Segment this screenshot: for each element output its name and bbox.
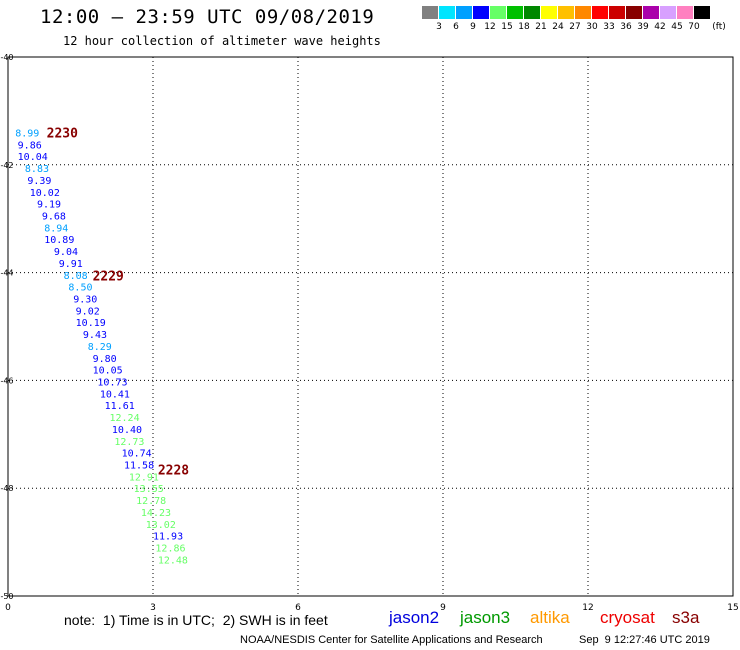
x-tick-label: 0 [5,603,11,613]
wave-height-label: 13.02 [146,520,176,531]
timestamp: Sep 9 12:27:46 UTC 2019 [579,634,710,646]
wave-height-label: 13.55 [134,484,164,495]
wave-height-label: 8.83 [25,164,49,175]
wave-height-label: 11.61 [105,401,135,412]
x-tick-label: 9 [440,603,446,613]
time-label: 2228 [158,463,189,478]
time-label: 2229 [93,269,124,284]
y-tick-label: -48 [0,484,13,493]
wave-height-label: 11.93 [153,532,183,543]
y-tick-label: -44 [0,269,13,278]
wave-height-label: 12.91 [129,472,159,483]
x-tick-label: 3 [150,603,156,613]
colorbar-swatch [439,6,456,19]
wave-height-label: 9.02 [76,306,100,317]
colorbar-label: 21 [535,22,547,32]
mission-altika: altika [530,608,570,627]
wave-height-label: 10.04 [18,152,48,163]
colorbar-swatch [524,6,541,19]
wave-height-label: 10.40 [112,425,142,436]
y-tick-label: -40 [0,53,13,62]
colorbar-swatch [660,6,677,19]
plot-frame [7,56,734,597]
wave-height-label: 10.73 [97,377,127,388]
colorbar-swatch [507,6,524,19]
wave-height-label: 10.74 [122,449,152,460]
colorbar-swatch [456,6,473,19]
mission-jason2: jason2 [389,608,440,627]
credit-line: NOAA/NESDIS Center for Satellite Applica… [240,634,543,646]
colorbar-label: 18 [518,22,530,32]
mission-jason3: jason3 [460,608,511,627]
colorbar-label: 24 [552,22,564,32]
y-tick-label: -42 [0,161,13,170]
colorbar-label: 39 [637,22,649,32]
colorbar-label: 42 [654,22,666,32]
colorbar-swatch [422,6,439,19]
wave-height-label: 12.73 [114,437,144,448]
colorbar-swatch [575,6,592,19]
wave-height-label: 9.04 [54,247,78,258]
wave-height-label: 10.89 [44,235,74,246]
mission-s3a: s3a [672,608,700,627]
wave-height-label: 10.02 [30,188,60,199]
colorbar-label: 70 [688,22,700,32]
chart-subtitle: 12 hour collection of altimeter wave hei… [63,34,381,48]
colorbar-swatch [609,6,626,19]
wave-height-label: 12.78 [136,496,166,507]
colorbar-label: 12 [484,22,496,32]
wave-height-label: 9.80 [93,354,117,365]
colorbar-swatch [473,6,490,19]
y-tick-label: -50 [0,592,13,601]
x-tick-label: 6 [295,603,301,613]
colorbar-label: 3 [436,22,442,32]
colorbar-label: 36 [620,22,632,32]
wave-height-label: 10.05 [93,366,123,377]
colorbar-swatch [643,6,660,19]
wave-height-label: 11.58 [124,460,154,471]
wave-height-label: 8.99 [15,128,39,139]
wave-height-label: 8.29 [88,342,112,353]
footnote: note: 1) Time is in UTC; 2) SWH is in fe… [64,612,328,628]
colorbar-swatch [490,6,507,19]
wave-height-label: 12.24 [110,413,140,424]
colorbar-label: 45 [671,22,683,32]
colorbar-label: 15 [501,22,513,32]
mission-cryosat: cryosat [600,608,655,627]
time-label: 2230 [47,126,78,141]
colorbar-swatch [541,6,558,19]
colorbar-label: 27 [569,22,581,32]
wave-height-label: 9.91 [59,259,83,270]
wave-height-label: 8.50 [68,283,92,294]
colorbar-label: 9 [470,22,476,32]
wave-height-label: 12.86 [155,543,185,554]
colorbar-label: 33 [603,22,615,32]
wave-height-label: 8.94 [44,223,68,234]
wave-height-label: 10.41 [100,389,130,400]
colorbar-swatch [694,6,711,19]
wave-height-label: 8.08 [64,271,88,282]
wave-height-label: 10.19 [76,318,106,329]
wave-height-label: 9.68 [42,211,66,222]
wave-height-label: 9.86 [18,140,42,151]
colorbar-label: 30 [586,22,598,32]
chart-title: 12:00 – 23:59 UTC 09/08/2019 [40,6,375,28]
colorbar-unit: (ft) [712,22,726,32]
colorbar-swatch [626,6,643,19]
wave-height-label: 9.39 [27,176,51,187]
colorbar-swatch [592,6,609,19]
wave-height-label: 12.48 [158,555,188,566]
wave-height-label: 9.19 [37,200,61,211]
colorbar-swatch [677,6,694,19]
y-tick-label: -46 [0,376,13,385]
colorbar-label: 6 [453,22,459,32]
wave-height-label: 14.23 [141,508,171,519]
colorbar-swatch [558,6,575,19]
wave-height-label: 9.43 [83,330,107,341]
x-tick-label: 15 [727,603,738,613]
x-tick-label: 12 [582,603,593,613]
wave-height-label: 9.30 [73,294,97,305]
